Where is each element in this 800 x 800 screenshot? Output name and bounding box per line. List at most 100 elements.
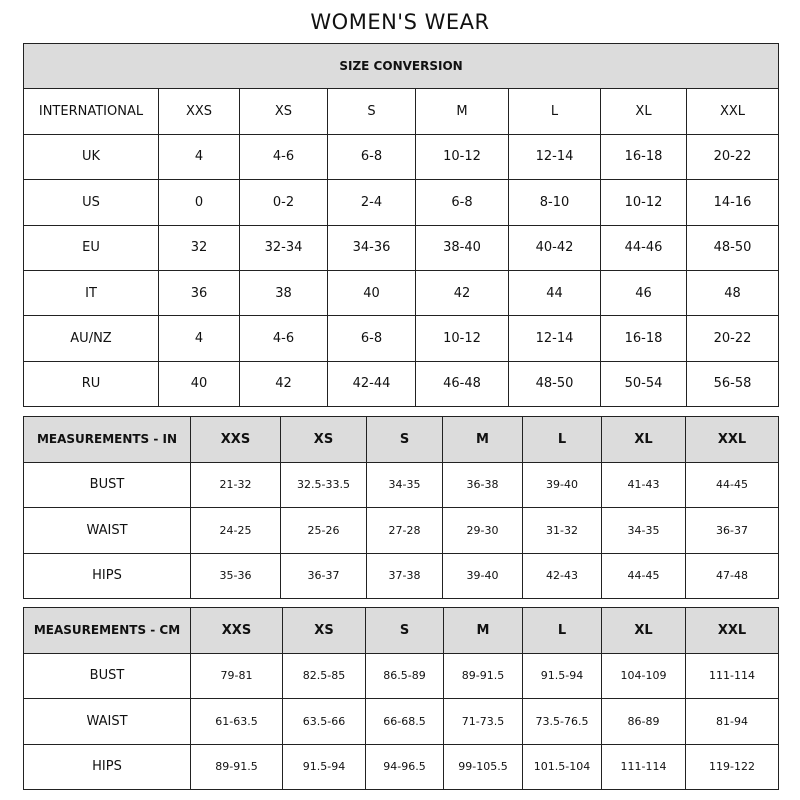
table-cell: 99-105.5 [443, 743, 523, 790]
table-row: WAIST 61-63.5 63.5-66 66-68.5 71-73.5 73.5-76… [23, 698, 779, 745]
row-label: INTERNATIONAL [23, 88, 159, 135]
table-cell: 79-81 [190, 652, 283, 699]
table-cell: 48-50 [508, 360, 601, 408]
column-header: S [365, 607, 444, 654]
table-cell: 16-18 [600, 315, 687, 362]
table-cell: S [327, 88, 416, 135]
table-cell: 40 [327, 269, 416, 317]
table-cell: 16-18 [600, 133, 687, 181]
table-row: RU 40 42 42-44 46-48 48-50 50-54 56-58 [23, 360, 780, 408]
table-cell: 36-37 [685, 507, 779, 554]
table-cell: 63.5-66 [282, 698, 366, 745]
table-cell: 6-8 [327, 133, 416, 181]
table-heading: MEASUREMENTS - IN [23, 416, 191, 463]
table-cell: 20-22 [685, 133, 780, 181]
table-row: BUST 21-32 32.5-33.5 34-35 36-38 39-40 41-43 44… [23, 461, 779, 508]
table-cell: 10-12 [600, 179, 687, 226]
table-cell: L [508, 88, 601, 135]
table-row: US 0 0-2 2-4 6-8 8-10 10-12 14-16 [23, 179, 780, 226]
table-cell: 10-12 [415, 315, 509, 362]
table-cell: XXL [685, 88, 780, 135]
row-label: BUST [23, 652, 191, 699]
table-row: INTERNATIONAL XXS XS S M L XL XXL [23, 88, 780, 135]
table-cell: 41-43 [601, 461, 686, 508]
table-cell: 44-45 [601, 552, 686, 599]
table-cell: 56-58 [685, 360, 780, 408]
table-cell: 24-25 [190, 507, 281, 554]
column-header: XL [601, 607, 686, 654]
table-cell: M [415, 88, 509, 135]
table-cell: 4 [158, 315, 240, 362]
page-title: WOMEN'S WEAR [310, 10, 490, 34]
column-header: L [522, 416, 602, 463]
size-conversion-heading: SIZE CONVERSION [22, 42, 780, 90]
table-cell: 12-14 [508, 133, 601, 181]
table-cell: 14-16 [685, 179, 780, 226]
table-cell: XXS [158, 88, 240, 135]
table-cell: 42-44 [327, 360, 416, 408]
table-row: UK 4 4-6 6-8 10-12 12-14 16-18 20-22 [23, 133, 780, 181]
table-cell: 61-63.5 [190, 698, 283, 745]
table-cell: 111-114 [601, 743, 686, 790]
table-cell: 86.5-89 [365, 652, 444, 699]
table-row: HIPS 35-36 36-37 37-38 39-40 42-43 44-45 47-48 [23, 552, 779, 599]
table-row: AU/NZ 4 4-6 6-8 10-12 12-14 16-18 20-22 [23, 315, 780, 362]
table-cell: 29-30 [442, 507, 523, 554]
table-cell: 91.5-94 [282, 743, 366, 790]
table-cell: 32.5-33.5 [280, 461, 367, 508]
row-label: AU/NZ [23, 315, 159, 362]
table-cell: 44-46 [600, 224, 687, 271]
row-label: US [23, 179, 159, 226]
table-cell: 39-40 [442, 552, 523, 599]
table-cell: 48 [685, 269, 780, 317]
table-cell: 34-35 [601, 507, 686, 554]
column-header: M [442, 416, 523, 463]
table-cell: 46-48 [415, 360, 509, 408]
column-header: XL [601, 416, 686, 463]
table-cell: 38 [239, 269, 328, 317]
table-cell: 37-38 [366, 552, 443, 599]
row-label: WAIST [23, 507, 191, 554]
table-cell: 32 [158, 224, 240, 271]
header-row: MEASUREMENTS - IN XXS XS S M L XL XXL [23, 416, 779, 463]
column-header: XXS [190, 607, 283, 654]
table-cell: XL [600, 88, 687, 135]
table-cell: 73.5-76.5 [522, 698, 602, 745]
table-cell: 36 [158, 269, 240, 317]
measurements-cm-table: MEASUREMENTS - CM XXS XS S M L XL XXL BUST 79-81 8… [23, 607, 779, 790]
column-header: M [443, 607, 523, 654]
table-cell: 104-109 [601, 652, 686, 699]
table-cell: 50-54 [600, 360, 687, 408]
table-cell: 86-89 [601, 698, 686, 745]
table-cell: 111-114 [685, 652, 779, 699]
row-label: WAIST [23, 698, 191, 745]
table-cell: 66-68.5 [365, 698, 444, 745]
table-cell: 4 [158, 133, 240, 181]
column-header: L [522, 607, 602, 654]
table-row: BUST 79-81 82.5-85 86.5-89 89-91.5 91.5-94 104… [23, 652, 779, 699]
table-cell: 94-96.5 [365, 743, 444, 790]
table-cell: 32-34 [239, 224, 328, 271]
table-cell: 40 [158, 360, 240, 408]
column-header: XXS [190, 416, 281, 463]
table-cell: 89-91.5 [443, 652, 523, 699]
table-cell: 71-73.5 [443, 698, 523, 745]
table-cell: 44-45 [685, 461, 779, 508]
table-cell: 119-122 [685, 743, 779, 790]
table-cell: 34-36 [327, 224, 416, 271]
table-row: HIPS 89-91.5 91.5-94 94-96.5 99-105.5 101.5-1… [23, 743, 779, 790]
table-row: EU 32 32-34 34-36 38-40 40-42 44-46 48-50 [23, 224, 780, 271]
row-label: UK [23, 133, 159, 181]
table-cell: 20-22 [685, 315, 780, 362]
table-cell: 34-35 [366, 461, 443, 508]
table-cell: 35-36 [190, 552, 281, 599]
table-cell: 8-10 [508, 179, 601, 226]
table-heading: MEASUREMENTS - CM [23, 607, 191, 654]
row-label: EU [23, 224, 159, 271]
row-label: RU [23, 360, 159, 408]
table-cell: 4-6 [239, 315, 328, 362]
row-label: IT [23, 269, 159, 317]
header-row: MEASUREMENTS - CM XXS XS S M L XL XXL [23, 607, 779, 654]
column-header: XXL [685, 607, 779, 654]
column-header: XS [280, 416, 367, 463]
